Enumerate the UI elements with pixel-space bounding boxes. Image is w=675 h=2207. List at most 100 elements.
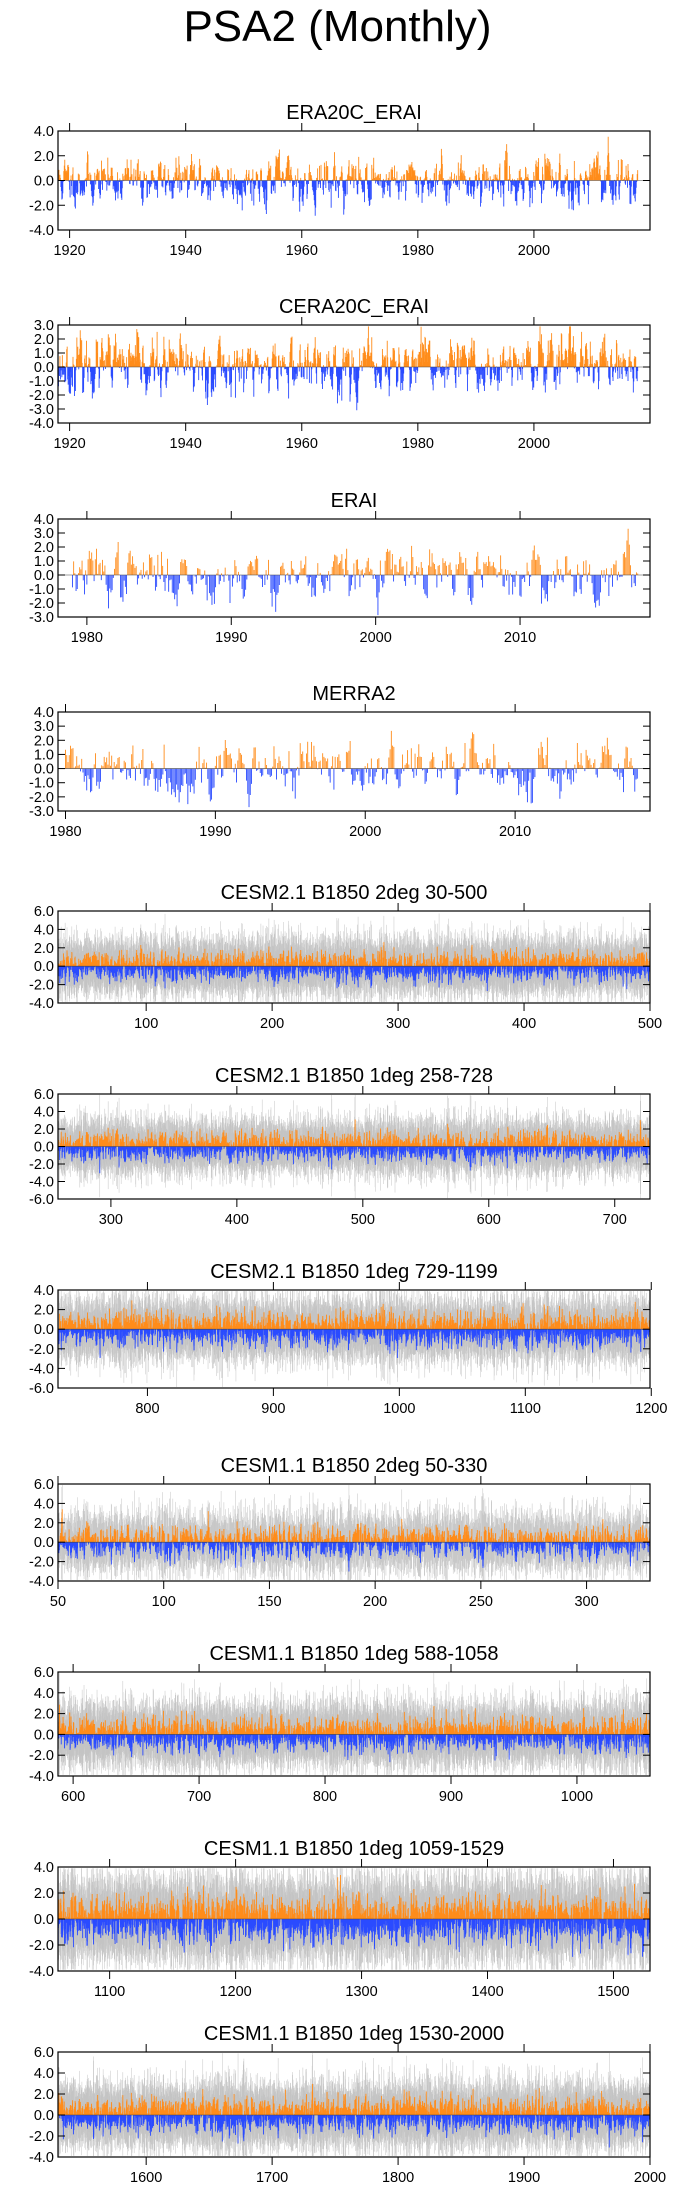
- y-tick-label: 0.0: [34, 1912, 54, 1928]
- x-tick-label: 600: [477, 1212, 501, 1228]
- y-tick-label: 0.0: [34, 1535, 54, 1551]
- y-tick-label: 4.0: [34, 705, 54, 721]
- x-tick-label: 1940: [170, 436, 202, 452]
- positive-bars: [73, 528, 639, 575]
- y-tick-label: 0.0: [34, 568, 54, 584]
- chart-panel-1: ERA20C_ERAI 4.0 2.0 0.0 -2.0 -4.0 1920 1940 1960…: [29, 102, 651, 259]
- y-tick-label: 2.0: [34, 149, 54, 165]
- chart-title: CESM1.1 B1850 1deg 1530-2000: [204, 2023, 504, 2045]
- x-tick-label: 700: [603, 1212, 627, 1228]
- y-tick-label: 0.0: [34, 2108, 54, 2124]
- y-tick-label: -4.0: [29, 1769, 54, 1785]
- x-tick-label: 500: [351, 1212, 375, 1228]
- y-tick-label: -6.0: [29, 1192, 54, 1208]
- chart-panel-9: CESM1.1 B1850 1deg 588-1058 6.0 4.0 2.0 0.0 -…: [29, 1643, 651, 1805]
- y-tick-label: -2.0: [29, 1342, 54, 1358]
- y-tick-label: -2.0: [29, 1157, 54, 1173]
- x-tick-label: 1500: [597, 1984, 629, 2000]
- y-tick-label: 2.0: [34, 1707, 54, 1723]
- x-tick-label: 1700: [256, 2170, 288, 2186]
- negative-bars: [71, 575, 636, 616]
- chart-title: CESM2.1 B1850 1deg 258-728: [215, 1065, 493, 1087]
- y-tick-label: 3.0: [34, 719, 54, 735]
- plot-frame: [57, 711, 651, 812]
- y-tick-label: -4.0: [29, 223, 54, 239]
- x-tick-label: 1940: [170, 243, 202, 259]
- y-tick-label: -2.0: [29, 198, 54, 214]
- plot-frame: [57, 1671, 651, 1777]
- y-tick-label: 4.0: [34, 1283, 54, 1299]
- chart-title: CESM2.1 B1850 1deg 729-1199: [210, 1261, 498, 1283]
- y-tick-label: 4.0: [34, 512, 54, 528]
- y-tick-label: -2.0: [29, 2129, 54, 2145]
- plot-frame: [57, 910, 651, 1004]
- plot-frame: [57, 324, 651, 424]
- x-tick-label: 1980: [49, 824, 81, 840]
- y-tick-label: -4.0: [29, 1574, 54, 1590]
- x-tick-label: 500: [638, 1016, 662, 1032]
- x-tick-label: 2000: [634, 2170, 666, 2186]
- x-tick-label: 1400: [471, 1984, 503, 2000]
- x-tick-label: 800: [313, 1789, 337, 1805]
- positive-bars: [58, 1874, 651, 1919]
- y-tick-label: 2.0: [34, 733, 54, 749]
- negative-bars: [57, 180, 638, 216]
- y-tick-label: 6.0: [34, 1665, 54, 1681]
- x-tick-label: 700: [187, 1789, 211, 1805]
- x-tick-label: 1200: [635, 1401, 667, 1417]
- x-tick-label: 100: [134, 1016, 158, 1032]
- negative-bars: [80, 768, 638, 808]
- x-tick-label: 300: [574, 1594, 598, 1610]
- y-tick-label: -3.0: [29, 610, 54, 626]
- x-tick-label: 600: [61, 1789, 85, 1805]
- y-tick-label: 2.0: [34, 332, 54, 348]
- x-tick-label: 2010: [504, 630, 536, 646]
- y-tick-label: -2.0: [29, 1748, 54, 1764]
- y-tick-label: 0.0: [34, 1727, 54, 1743]
- x-tick-label: 800: [135, 1401, 159, 1417]
- x-tick-label: 1100: [510, 1401, 541, 1417]
- spread-bars: [57, 1673, 651, 1775]
- y-tick-label: 2.0: [34, 1886, 54, 1902]
- plot-frame: [57, 1483, 651, 1582]
- y-tick-label: 0.0: [34, 959, 54, 975]
- y-tick-label: -1.0: [29, 776, 54, 792]
- x-tick-label: 900: [439, 1789, 463, 1805]
- chart-panel-7: CESM2.1 B1850 1deg 729-1199 4.0 2.0 0.0 -2.0…: [29, 1261, 667, 1417]
- x-tick-label: 200: [260, 1016, 284, 1032]
- y-tick-label: 0.0: [34, 360, 54, 376]
- x-tick-label: 1000: [383, 1401, 415, 1417]
- y-tick-label: -2.0: [29, 1938, 54, 1954]
- y-tick-label: 3.0: [34, 526, 54, 542]
- x-tick-label: 200: [363, 1594, 387, 1610]
- y-tick-label: 0.0: [34, 174, 54, 190]
- chart-title: CERA20C_ERAI: [279, 296, 429, 318]
- y-tick-label: -1.0: [29, 374, 54, 390]
- x-tick-label: 300: [99, 1212, 123, 1228]
- chart-title: CESM1.1 B1850 1deg 588-1058: [209, 1643, 498, 1665]
- plot-frame: [57, 1289, 651, 1389]
- y-tick-label: 1.0: [34, 554, 54, 570]
- chart-panel-10: CESM1.1 B1850 1deg 1059-1529 4.0 2.0 0.0 -2.…: [29, 1838, 651, 2000]
- x-tick-label: 2000: [518, 243, 550, 259]
- y-tick-label: 0.0: [34, 1140, 54, 1156]
- x-tick-label: 2000: [360, 630, 392, 646]
- y-tick-label: 4.0: [34, 1105, 54, 1121]
- y-tick-label: 4.0: [34, 1686, 54, 1702]
- y-tick-label: 2.0: [34, 1303, 54, 1319]
- y-tick-label: -2.0: [29, 1555, 54, 1571]
- y-tick-label: 6.0: [34, 1087, 54, 1103]
- y-tick-label: 6.0: [34, 1477, 54, 1493]
- y-tick-label: 1.0: [34, 747, 54, 763]
- chart-panel-3: ERAI 4.03.02.01.00.0-1.0-2.0-3.0 1980 1990 2…: [29, 490, 651, 646]
- x-tick-label: 1300: [345, 1984, 377, 2000]
- y-tick-label: 2.0: [34, 1122, 54, 1138]
- figure-title: PSA2 (Monthly): [183, 2, 492, 51]
- x-tick-label: 150: [257, 1594, 281, 1610]
- y-tick-label: -3.0: [29, 804, 54, 820]
- y-tick-label: -4.0: [29, 1361, 54, 1377]
- positive-bars: [59, 1300, 650, 1330]
- x-tick-label: 1960: [286, 436, 318, 452]
- y-tick-label: 3.0: [34, 318, 54, 334]
